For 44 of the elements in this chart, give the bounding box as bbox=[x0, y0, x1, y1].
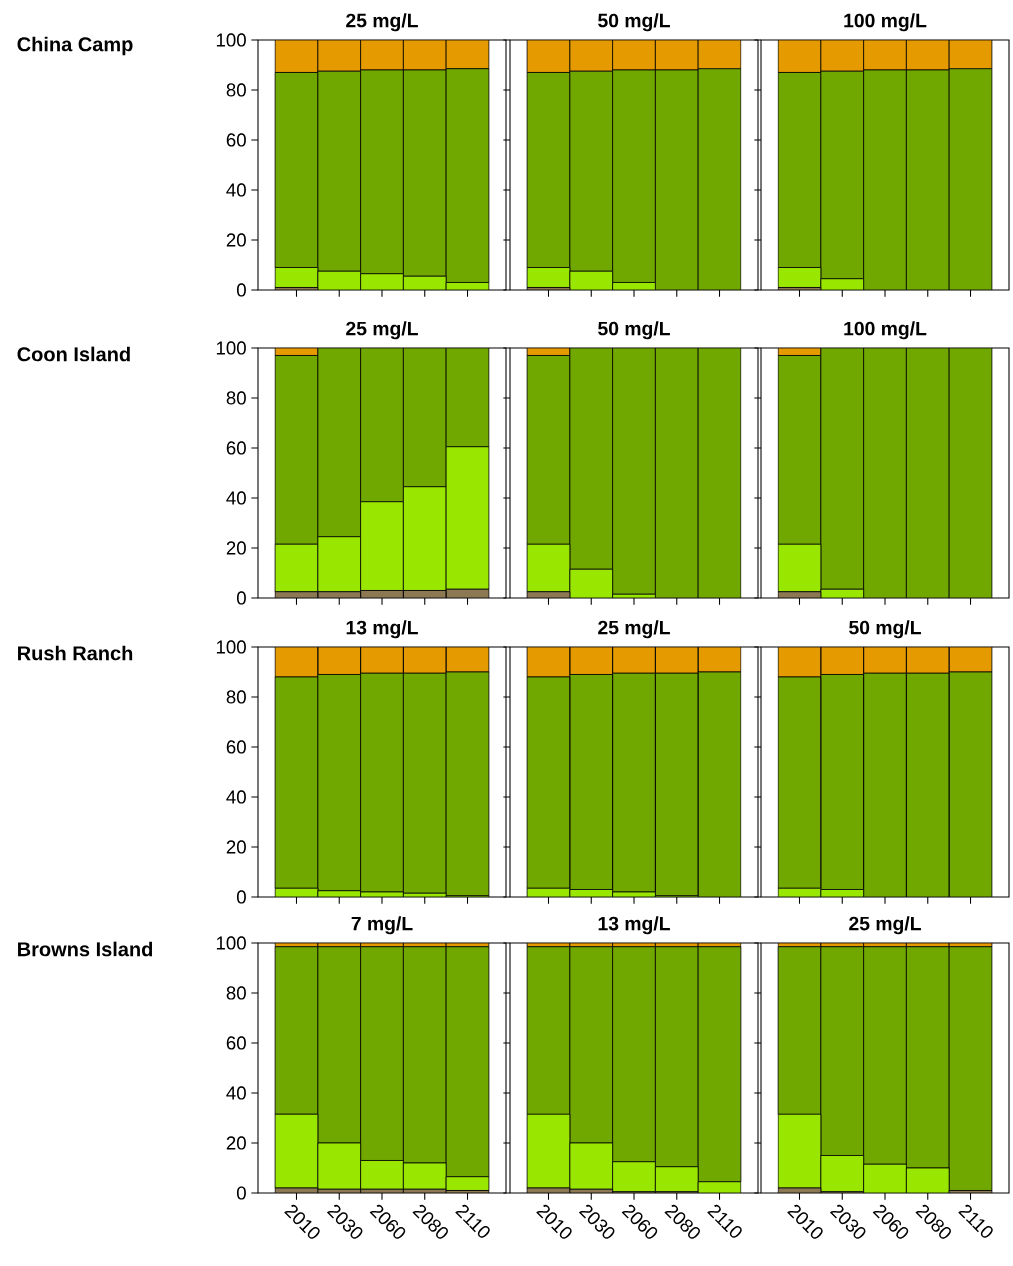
chart-title: 25 mg/L bbox=[849, 916, 921, 935]
bar bbox=[948, 671, 993, 897]
y-axis-title: Rush Ranch bbox=[18, 645, 133, 661]
y-tick-label: 100 bbox=[216, 936, 246, 950]
y-tick-label: 80 bbox=[226, 690, 246, 704]
y-tick-label: 20 bbox=[226, 840, 246, 854]
y-tick-label: 80 bbox=[226, 83, 246, 97]
y-axis-title: China Camp bbox=[17, 36, 133, 56]
y-tick-label: 20 bbox=[226, 1136, 246, 1150]
y-tick-label: 0 bbox=[236, 283, 246, 297]
y-tick-label: 20 bbox=[226, 541, 246, 555]
chart-title: 7 mg/L bbox=[351, 916, 413, 935]
y-tick-label: 100 bbox=[216, 33, 246, 47]
y-tick-label: 0 bbox=[236, 1186, 246, 1200]
chart-title: 13 mg/L bbox=[598, 916, 670, 935]
bar bbox=[777, 676, 822, 889]
chart-title: 50 mg/L bbox=[598, 321, 670, 340]
y-tick-label: 100 bbox=[216, 640, 246, 654]
y-tick-label: 40 bbox=[226, 183, 246, 197]
y-tick-label: 20 bbox=[226, 233, 246, 247]
bar bbox=[697, 671, 742, 897]
chart-title: 25 mg/L bbox=[346, 13, 418, 32]
y-tick-label: 60 bbox=[226, 740, 246, 754]
y-tick-label: 60 bbox=[226, 441, 246, 455]
chart-title: 13 mg/L bbox=[346, 620, 418, 639]
chart-title: 100 mg/L bbox=[844, 13, 927, 32]
chart-title: 100 mg/L bbox=[844, 321, 927, 340]
y-axis-title: Browns Island bbox=[18, 941, 153, 957]
y-tick-label: 0 bbox=[236, 591, 246, 605]
y-tick-label: 40 bbox=[226, 491, 246, 505]
bar bbox=[526, 676, 571, 889]
chart-title: 50 mg/L bbox=[598, 13, 670, 32]
chart-title: 50 mg/L bbox=[849, 620, 921, 639]
y-tick-label: 80 bbox=[226, 391, 246, 405]
y-tick-label: 60 bbox=[226, 1036, 246, 1050]
y-tick-label: 100 bbox=[216, 341, 246, 355]
y-tick-label: 0 bbox=[236, 890, 246, 904]
chart-title: 25 mg/L bbox=[346, 321, 418, 340]
y-tick-label: 60 bbox=[226, 133, 246, 147]
y-axis-title: Coon Island bbox=[17, 346, 130, 362]
chart-title: 25 mg/L bbox=[598, 620, 670, 639]
y-tick-label: 40 bbox=[226, 790, 246, 804]
y-tick-label: 40 bbox=[226, 1086, 246, 1100]
y-tick-label: 80 bbox=[226, 986, 246, 1000]
